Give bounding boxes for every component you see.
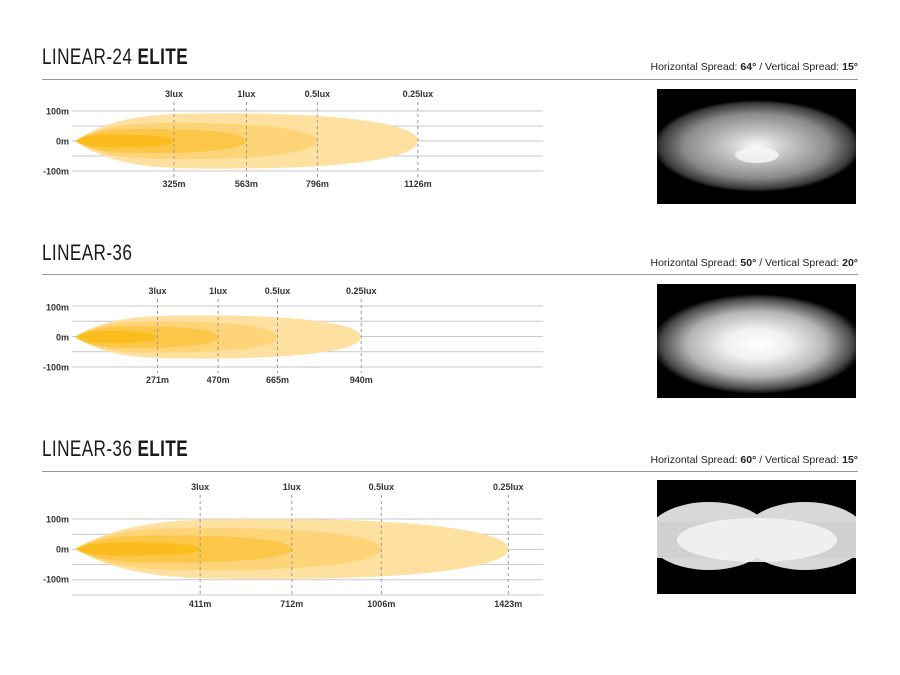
lux-label: 0.25lux: [493, 482, 524, 492]
beam-area-3lux: [75, 331, 158, 343]
vertical-spread-value: 20°: [842, 257, 858, 269]
model-suffix: ELITE: [137, 436, 189, 461]
distance-label: 796m: [306, 179, 329, 189]
spread-info: Horizontal Spread: 50° / Vertical Spread…: [651, 257, 859, 269]
distance-label: 1006m: [367, 599, 395, 609]
model-title: LINEAR-36 ELITE: [42, 436, 188, 462]
y-tick-label: -100m: [43, 167, 69, 177]
beam-photo: [657, 89, 856, 204]
model-name: LINEAR-36: [42, 436, 133, 461]
spread-separator: /: [759, 61, 763, 73]
beam-chart-2: 100m 0m -100m 3lux 271m 1lux 470m 0.5lux 665m 0.2…: [43, 286, 543, 385]
spread-info: Horizontal Spread: 64° / Vertical Spread…: [651, 61, 859, 73]
beam-photo-round-beam: [657, 294, 856, 394]
distance-label: 665m: [266, 375, 289, 385]
distance-label: 325m: [162, 179, 185, 189]
beam-chart-1: 100m 0m -100m 3lux 325m 1lux 563m 0.5lux 796m 0.2…: [43, 89, 543, 189]
horizontal-spread-value: 64°: [740, 61, 757, 73]
horizontal-spread-label: Horizontal Spread:: [650, 454, 738, 466]
beam-chart-3: 100m 0m -100m 3lux 411m 1lux 712m 0.5lux 1006m 0.…: [43, 482, 543, 609]
y-tick-label: -100m: [43, 363, 69, 373]
distance-label: 563m: [235, 179, 258, 189]
horizontal-spread-value: 50°: [740, 257, 757, 269]
y-tick-label: 100m: [46, 107, 69, 117]
lux-label: 1lux: [283, 482, 301, 492]
beam-photo-bowtie-beam: [657, 502, 856, 570]
vertical-spread-label: Vertical Spread:: [765, 454, 840, 466]
lux-label: 3lux: [191, 482, 209, 492]
model-name: LINEAR-36: [42, 240, 133, 265]
model-title: LINEAR-36: [42, 240, 132, 266]
beam-photo: [657, 480, 856, 594]
model-suffix: ELITE: [137, 44, 189, 69]
lux-label: 3lux: [165, 89, 183, 99]
lux-label: 0.5lux: [265, 286, 291, 296]
horizontal-spread-label: Horizontal Spread:: [650, 257, 738, 269]
horizontal-spread-label: Horizontal Spread:: [650, 61, 738, 73]
distance-label: 1126m: [404, 179, 432, 189]
lux-label: 1lux: [209, 286, 227, 296]
y-tick-label: 100m: [46, 515, 69, 525]
distance-label: 712m: [280, 599, 303, 609]
beam-area-3lux: [75, 542, 201, 556]
distance-label: 1423m: [494, 599, 522, 609]
lux-label: 1lux: [237, 89, 255, 99]
spread-separator: /: [759, 257, 763, 269]
y-tick-label: -100m: [43, 575, 69, 585]
y-tick-label: 100m: [46, 303, 69, 313]
section-divider: [42, 471, 858, 472]
y-tick-label: 0m: [56, 333, 69, 343]
horizontal-spread-value: 60°: [740, 454, 757, 466]
beam-area-3lux: [75, 134, 174, 148]
vertical-spread-value: 15°: [842, 454, 858, 466]
vertical-spread-value: 15°: [842, 61, 858, 73]
y-tick-label: 0m: [56, 545, 69, 555]
distance-label: 940m: [350, 375, 373, 385]
section-divider: [42, 274, 858, 275]
spread-info: Horizontal Spread: 60° / Vertical Spread…: [651, 454, 859, 466]
beam-photo: [657, 284, 856, 398]
model-title: LINEAR-24 ELITE: [42, 44, 188, 70]
model-name: LINEAR-24: [42, 44, 133, 69]
lux-label: 0.5lux: [369, 482, 395, 492]
distance-label: 271m: [146, 375, 169, 385]
y-tick-label: 0m: [56, 137, 69, 147]
lux-label: 0.25lux: [346, 286, 377, 296]
beam-photo-oval-beam: [657, 100, 856, 192]
spread-separator: /: [759, 454, 763, 466]
lux-label: 3lux: [149, 286, 167, 296]
distance-label: 411m: [189, 599, 212, 609]
vertical-spread-label: Vertical Spread:: [765, 61, 840, 73]
lux-label: 0.5lux: [305, 89, 331, 99]
distance-label: 470m: [207, 375, 230, 385]
vertical-spread-label: Vertical Spread:: [765, 257, 840, 269]
section-divider: [42, 79, 858, 80]
lux-label: 0.25lux: [403, 89, 434, 99]
